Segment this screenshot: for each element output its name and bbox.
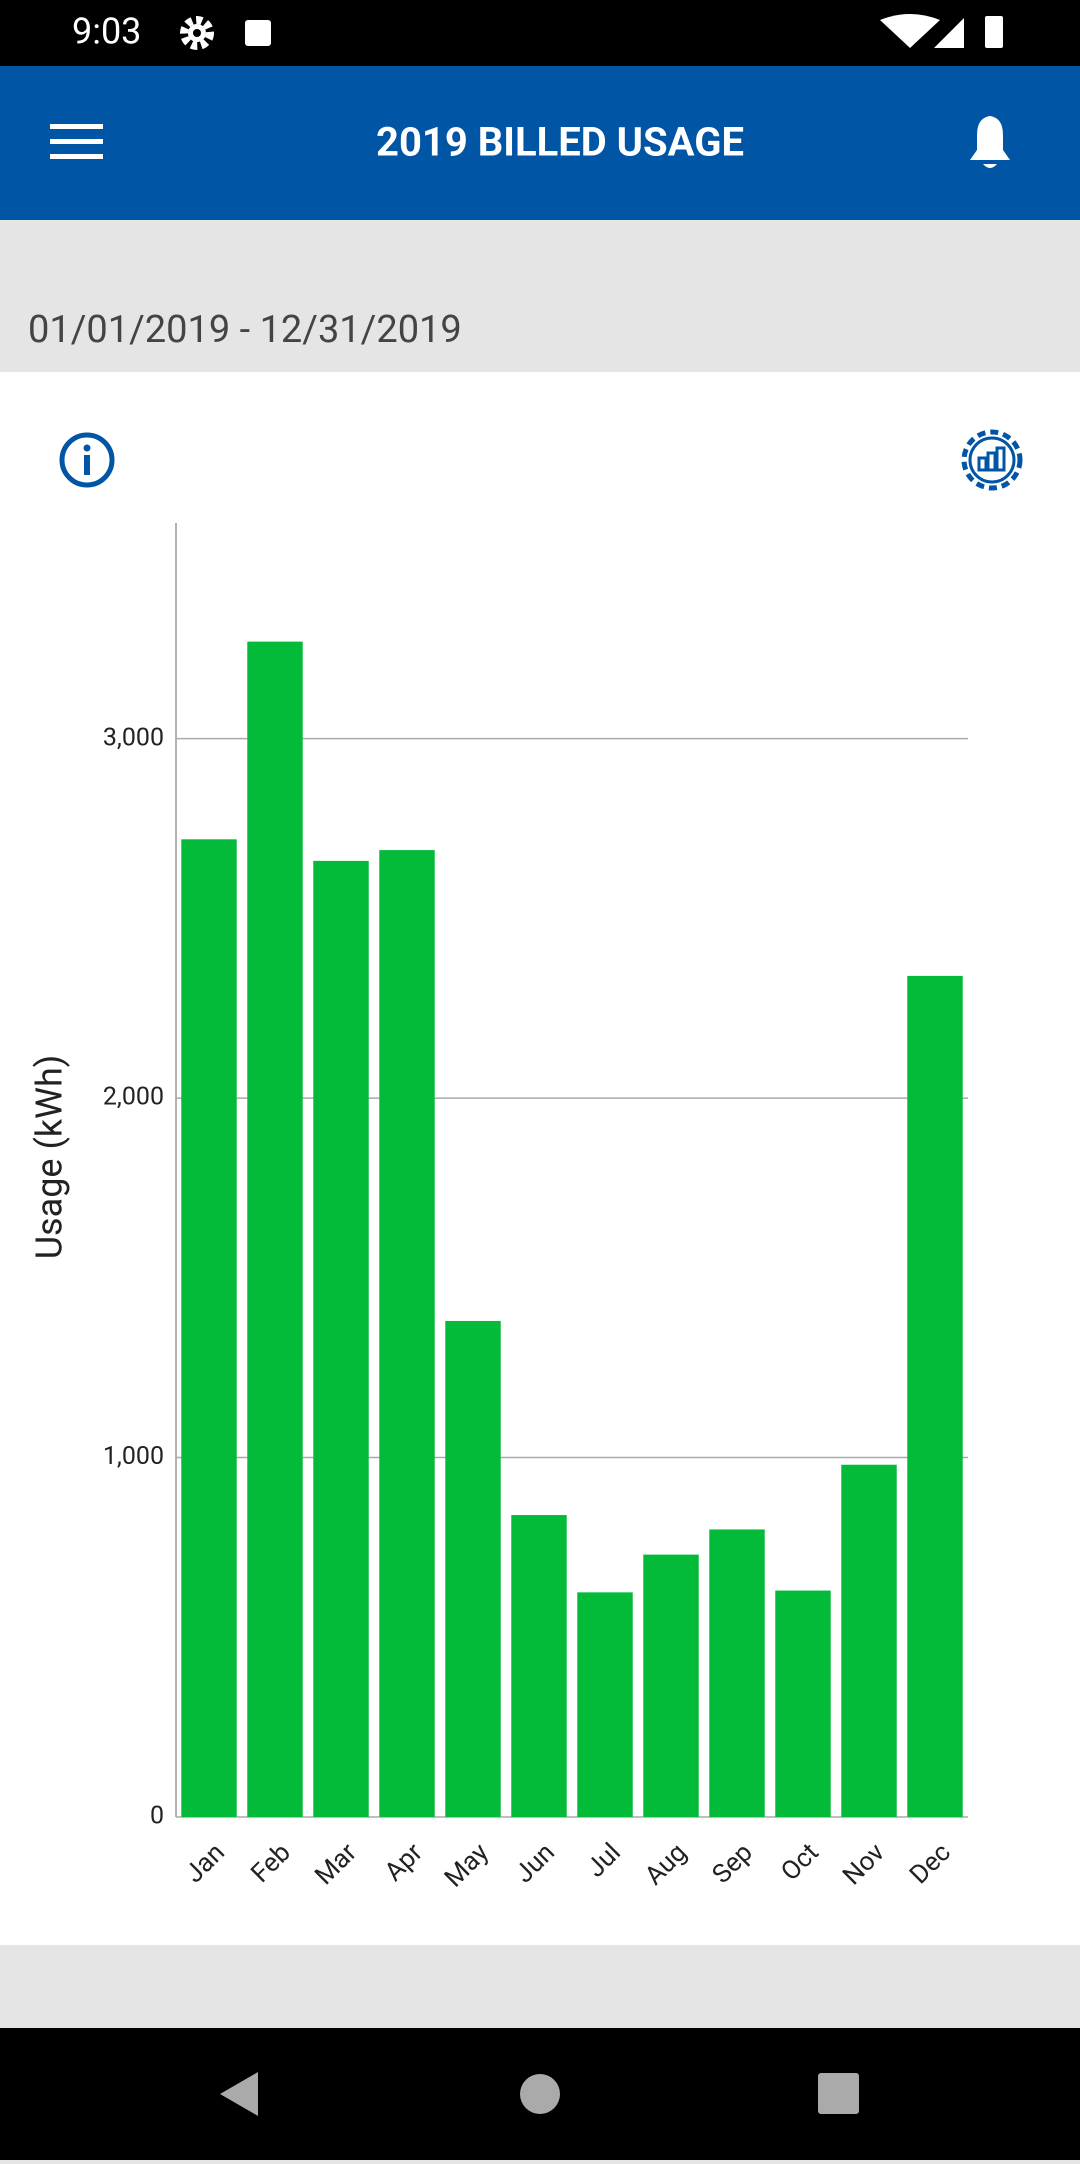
bar — [709, 1529, 765, 1817]
bar — [643, 1554, 699, 1817]
battery-icon — [985, 16, 1003, 48]
bar — [379, 850, 435, 1817]
y-tick-label: 3,000 — [103, 723, 164, 752]
info-button[interactable] — [59, 432, 115, 488]
bar — [181, 839, 237, 1817]
menu-button[interactable] — [50, 124, 103, 159]
y-tick-label: 2,000 — [103, 1083, 164, 1112]
nav-back[interactable] — [220, 2072, 258, 2116]
bar — [247, 641, 303, 1817]
chart-settings-button[interactable] — [961, 429, 1023, 491]
nav-home[interactable] — [520, 2074, 560, 2114]
bar — [775, 1590, 831, 1817]
notification-button[interactable] — [970, 116, 1010, 168]
bar — [907, 975, 963, 1817]
status-app-icon — [245, 20, 271, 46]
signal-icon — [934, 18, 964, 48]
nav-recents[interactable] — [818, 2073, 859, 2114]
date-range: 01/01/2019 - 12/31/2019 — [28, 308, 462, 352]
wifi-icon — [880, 14, 940, 48]
y-tick-label: 1,000 — [103, 1442, 164, 1471]
y-tick-label: 0 — [150, 1802, 164, 1831]
app-bar — [0, 66, 1080, 220]
bar — [445, 1320, 501, 1817]
bar — [841, 1464, 897, 1817]
y-axis-title: Usage (kWh) — [29, 1055, 71, 1260]
status-settings-icon — [180, 16, 214, 50]
bar — [313, 860, 369, 1817]
bar — [577, 1592, 633, 1817]
app-title: 2019 BILLED USAGE — [376, 119, 744, 166]
status-time: 9:03 — [72, 11, 141, 53]
bar — [511, 1515, 567, 1817]
